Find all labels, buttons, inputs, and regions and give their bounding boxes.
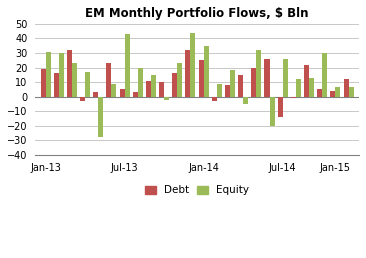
- Bar: [225, 85, 230, 97]
- Bar: [85, 72, 90, 97]
- Bar: [120, 90, 125, 97]
- Bar: [243, 97, 248, 104]
- Bar: [291, 97, 296, 98]
- Title: EM Monthly Portfolio Flows, $ Bln: EM Monthly Portfolio Flows, $ Bln: [85, 7, 309, 20]
- Bar: [112, 84, 116, 97]
- Bar: [125, 34, 130, 97]
- Bar: [317, 90, 322, 97]
- Bar: [98, 97, 103, 138]
- Bar: [177, 63, 182, 97]
- Bar: [199, 60, 203, 97]
- Bar: [190, 33, 195, 97]
- Bar: [67, 50, 72, 97]
- Bar: [59, 53, 64, 97]
- Bar: [296, 79, 301, 97]
- Bar: [151, 75, 156, 97]
- Bar: [41, 69, 46, 97]
- Bar: [138, 68, 143, 97]
- Bar: [186, 50, 190, 97]
- Bar: [304, 65, 309, 97]
- Bar: [217, 84, 222, 97]
- Bar: [133, 92, 138, 97]
- Legend: Debt, Equity: Debt, Equity: [141, 181, 253, 200]
- Bar: [80, 97, 85, 101]
- Bar: [230, 70, 235, 97]
- Bar: [330, 91, 335, 97]
- Bar: [238, 75, 243, 97]
- Bar: [283, 59, 288, 97]
- Bar: [278, 97, 283, 117]
- Bar: [164, 97, 169, 100]
- Bar: [172, 74, 177, 97]
- Bar: [203, 46, 209, 97]
- Bar: [309, 78, 314, 97]
- Bar: [322, 53, 327, 97]
- Bar: [344, 79, 348, 97]
- Bar: [212, 97, 217, 101]
- Bar: [46, 52, 51, 97]
- Bar: [335, 86, 340, 97]
- Bar: [159, 82, 164, 97]
- Bar: [256, 50, 261, 97]
- Bar: [54, 74, 59, 97]
- Bar: [93, 92, 98, 97]
- Bar: [72, 63, 77, 97]
- Bar: [265, 59, 269, 97]
- Bar: [348, 86, 354, 97]
- Bar: [269, 97, 274, 126]
- Bar: [107, 63, 112, 97]
- Bar: [251, 68, 256, 97]
- Bar: [146, 81, 151, 97]
